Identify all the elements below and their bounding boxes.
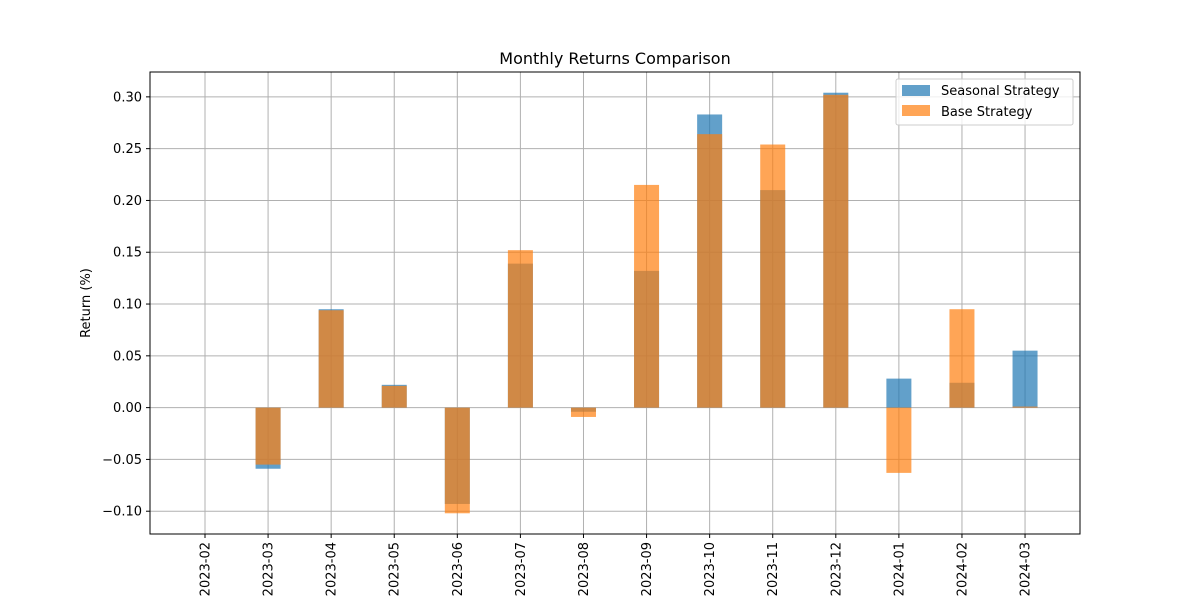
bars xyxy=(255,92,1038,514)
bar-base-2023-08 xyxy=(570,407,596,417)
legend: Seasonal Strategy Base Strategy xyxy=(895,78,1074,126)
x-tick-label: 2023-03 xyxy=(262,542,277,596)
y-tick-label: 0.05 xyxy=(113,349,142,364)
x-tick-label: 2024-02 xyxy=(955,542,970,596)
y-tick-label: 0.15 xyxy=(113,246,142,261)
x-tick-label: 2023-10 xyxy=(703,542,718,596)
x-tick-label: 2023-08 xyxy=(577,542,592,596)
bar-base-2024-03 xyxy=(1012,406,1038,408)
legend-swatch-base xyxy=(902,105,930,116)
x-tick-label: 2024-01 xyxy=(892,542,907,596)
legend-label-seasonal: Seasonal Strategy xyxy=(941,84,1060,99)
legend-label-base: Base Strategy xyxy=(941,105,1033,120)
y-tick-label: −0.05 xyxy=(102,453,142,468)
bar-base-2023-12 xyxy=(823,94,849,408)
y-axis-label: Return (%) xyxy=(79,268,94,338)
bar-base-2023-07 xyxy=(507,250,533,408)
y-tick-label: 0.30 xyxy=(113,90,142,105)
plot-frame xyxy=(149,71,1081,535)
bar-base-2023-09 xyxy=(634,184,660,408)
x-ticks: 2023-02 2023-03 2023-04 2023-05 2023-06 2023-… xyxy=(199,534,1034,596)
x-tick-label: 2023-05 xyxy=(388,542,403,596)
x-tick-label: 2023-04 xyxy=(325,542,340,596)
x-tick-label: 2024-03 xyxy=(1019,542,1034,596)
bar-base-2023-10 xyxy=(697,134,723,408)
x-tick-label: 2023-11 xyxy=(766,542,781,596)
x-tick-label: 2023-06 xyxy=(451,542,466,596)
x-tick-label: 2023-09 xyxy=(640,542,655,596)
y-ticks: −0.10 −0.05 0.00 0.05 0.10 0.15 0.20 0.25 0.30 xyxy=(102,90,150,520)
y-tick-label: 0.25 xyxy=(113,142,142,157)
bar-base-2023-11 xyxy=(760,144,786,408)
bar-seasonal-2024-01 xyxy=(886,378,912,408)
x-tick-label: 2023-12 xyxy=(829,542,844,596)
legend-swatch-seasonal xyxy=(902,85,930,96)
bar-base-2024-01 xyxy=(886,407,912,473)
bar-base-2023-04 xyxy=(318,310,344,408)
y-tick-label: 0.10 xyxy=(113,298,142,313)
bar-base-2023-05 xyxy=(381,385,407,408)
grid xyxy=(150,72,1080,534)
chart-title: Monthly Returns Comparison xyxy=(499,49,730,68)
x-tick-label: 2023-02 xyxy=(199,542,214,596)
y-tick-label: −0.10 xyxy=(102,505,142,520)
legend-frame xyxy=(895,78,1074,126)
bar-base-2024-02 xyxy=(949,309,975,408)
x-tick-label: 2023-07 xyxy=(514,542,529,596)
bar-base-2023-06 xyxy=(444,407,470,514)
y-tick-label: 0.20 xyxy=(113,194,142,209)
bar-seasonal-2024-03 xyxy=(1012,350,1038,408)
y-tick-label: 0.00 xyxy=(113,401,142,416)
bar-base-2023-03 xyxy=(255,407,281,465)
